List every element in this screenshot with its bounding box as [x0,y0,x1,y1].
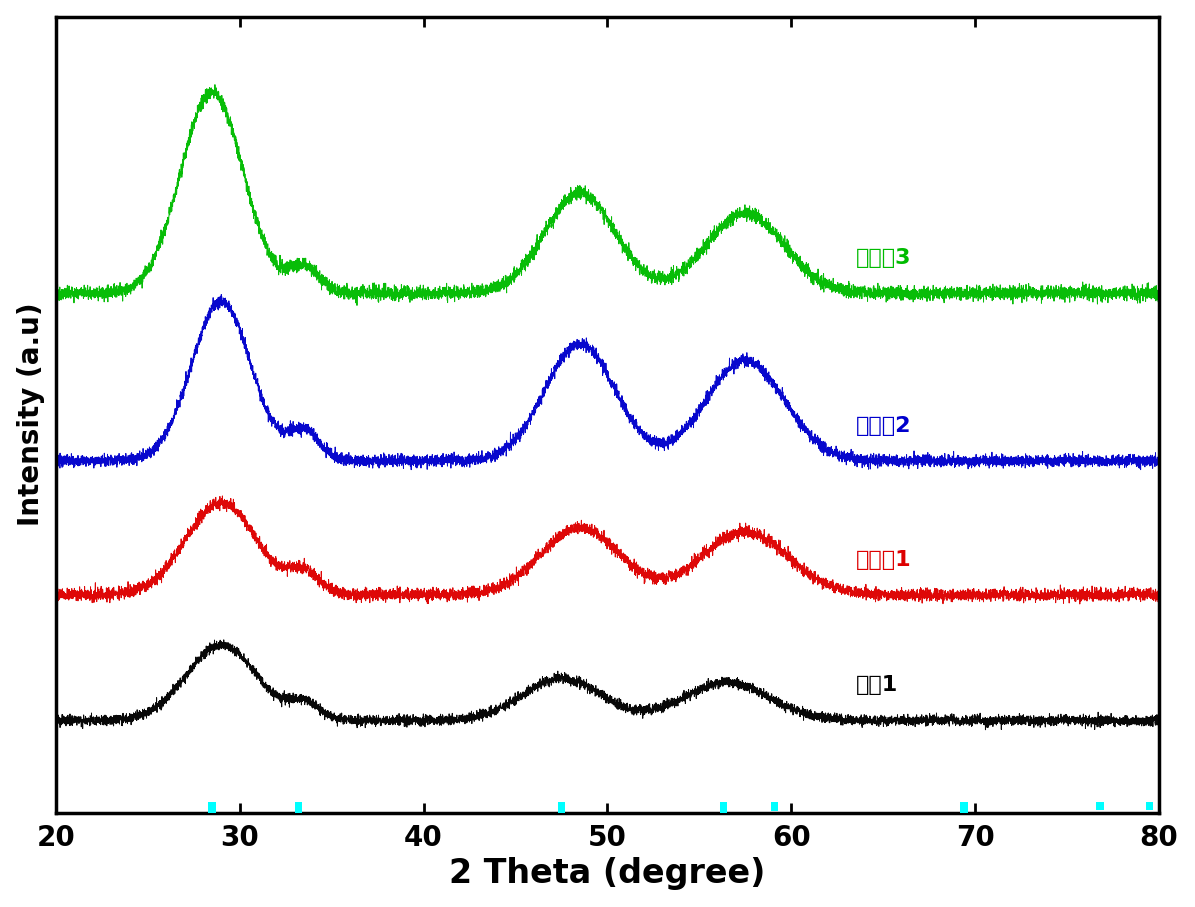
Bar [558,802,565,829]
X-axis label: 2 Theta (degree): 2 Theta (degree) [449,857,766,891]
Bar [961,802,968,813]
Text: 实施例1: 实施例1 [856,550,912,570]
Text: 实施例3: 实施例3 [856,248,911,268]
Bar [1146,802,1153,810]
Bar [719,802,727,825]
Bar [1097,802,1104,810]
Bar [771,802,778,812]
Text: 对比1: 对比1 [856,676,897,696]
Text: 实施例2: 实施例2 [856,415,911,435]
Bar [208,802,216,832]
Y-axis label: Intensity (a.u): Intensity (a.u) [17,303,44,526]
Bar [295,802,302,817]
